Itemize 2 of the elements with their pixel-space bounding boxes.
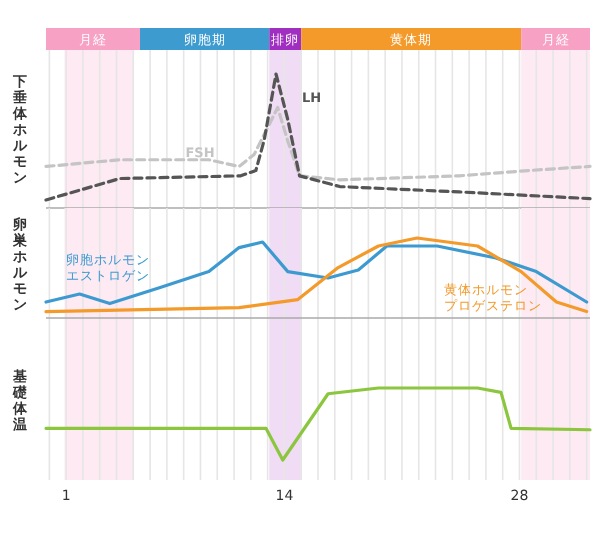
bar <box>46 28 141 50</box>
bar <box>301 28 522 50</box>
